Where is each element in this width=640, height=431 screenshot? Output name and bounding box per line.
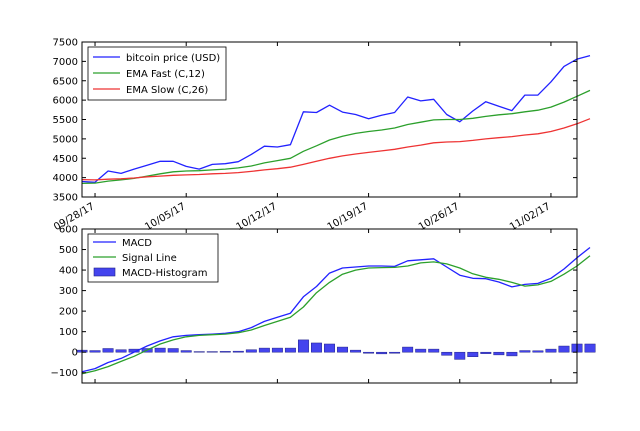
legend-label-price: bitcoin price (USD) [126,53,220,64]
y-tick-label: 5000 [53,134,78,145]
y-tick-label: 100 [59,327,78,338]
x-tick-label: 11/02/17 [508,201,552,233]
macd-panel: −100 0 100 200 300 400 500 600 MACD Signal Line… [51,225,596,384]
histogram-bar [284,347,296,353]
y-tick-label: 600 [59,225,78,236]
histogram-bar [219,351,231,353]
histogram-bar [180,350,192,353]
y-tick-label: 200 [59,307,78,318]
macd-lines [81,246,591,375]
x-tick-label: 10/05/17 [143,201,187,233]
legend-label-macd: MACD [122,238,152,249]
x-tick-label: 10/12/17 [234,201,278,233]
histogram-bar [193,351,205,353]
y-tick-label: −100 [51,368,78,379]
histogram-bar [441,351,453,356]
histogram-bar [532,350,544,353]
histogram-bar [271,347,283,353]
y-tick-label: 4500 [53,154,78,165]
y-tick-label: 5500 [53,115,78,126]
ema-slow-c-26-line [81,118,591,181]
histogram-bar [89,350,101,353]
histogram-bar [467,351,479,357]
y-tick-label: 300 [59,286,78,297]
bitcoin-price-usd-line [81,54,591,183]
histogram-bar [363,351,375,354]
histogram-bar [415,348,427,353]
signal-line-line [81,255,591,375]
y-tick-label: 400 [59,266,78,277]
y-tick-label: 7000 [53,57,78,68]
y-tick-label: 4000 [53,173,78,184]
legend-label-signal: Signal Line [122,253,177,264]
y-tick-label: 6000 [53,96,78,107]
macd-legend: MACD Signal Line MACD-Histogram [87,233,219,283]
histogram-bar [154,347,166,353]
histogram-bar [493,351,505,356]
price-legend: bitcoin price (USD) EMA Fast (C,12) EMA … [87,46,227,101]
y-tick-label: 0 [72,348,78,359]
histogram-bar [311,342,322,353]
legend-label-histogram: MACD-Histogram [122,268,207,279]
histogram-bar [167,348,179,353]
histogram-bar [558,345,570,353]
histogram-bar [376,351,388,355]
histogram-bar [337,346,348,353]
macd-line [81,246,591,373]
histogram-bar [102,348,114,353]
legend-swatch-histogram [93,267,116,277]
histogram-bar [428,348,440,353]
price-ema-lines [81,54,591,185]
histogram-bar [258,347,270,353]
histogram-bar [206,351,218,353]
y-tick-label: 3500 [53,193,78,204]
macd-histogram-bars [76,339,596,360]
histogram-bar [389,351,401,354]
macd-y-axis: −100 0 100 200 300 400 500 600 [51,225,577,379]
y-tick-label: 7500 [53,38,78,49]
legend-label-ema-slow: EMA Slow (C,26) [126,85,208,96]
histogram-bar [245,349,257,353]
histogram-bar [115,349,127,353]
macd-x-axis [94,229,552,383]
y-tick-label: 6500 [53,76,78,87]
histogram-bar [402,346,414,353]
histogram-bar [545,348,557,353]
histogram-bar [480,351,492,354]
histogram-bar [324,343,335,353]
histogram-bar [297,339,309,353]
x-tick-label: 10/19/17 [326,201,370,233]
price-y-axis: 3500 4000 4500 5000 5500 6000 6500 7000 7500 [53,38,577,204]
histogram-bar [506,351,518,357]
macd-axes-frame [81,228,578,384]
histogram-bar [350,349,362,353]
legend-label-ema-fast: EMA Fast (C,12) [126,69,205,80]
histogram-bar [519,350,531,353]
ema-fast-c-12-line [81,89,591,185]
histogram-bar [454,351,466,360]
histogram-bar [232,350,244,353]
histogram-bar [584,343,596,353]
x-tick-label: 10/26/17 [417,201,461,233]
y-tick-label: 500 [59,245,78,256]
